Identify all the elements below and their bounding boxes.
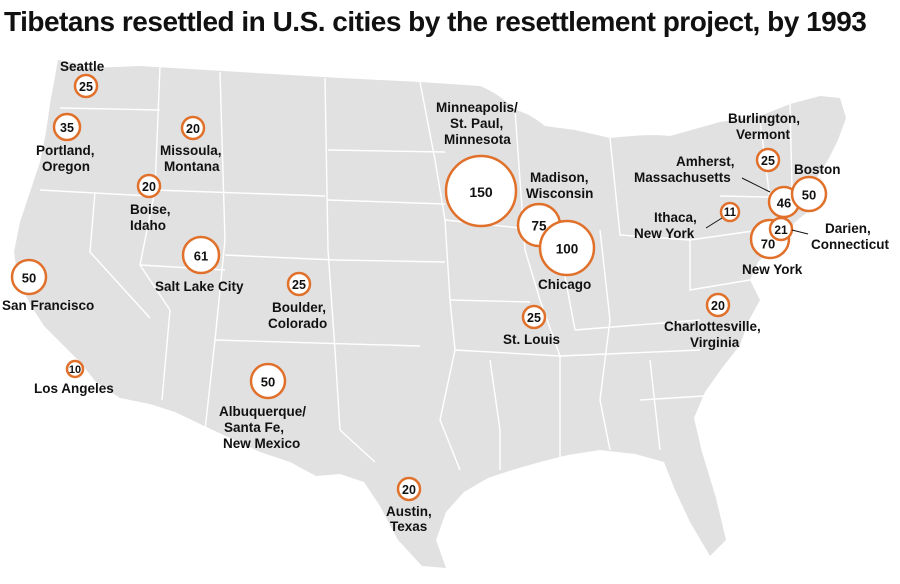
city-austin: 20 Austin, Texas <box>386 476 436 534</box>
leader-ithaca <box>705 217 723 229</box>
city-boston-count: 50 <box>802 188 816 203</box>
city-los-angeles-label: Los Angeles <box>34 381 114 396</box>
leader-darien <box>791 229 809 235</box>
city-madison-label: Madison, Wisconsin <box>526 170 593 201</box>
map-title: Tibetans resettled in U.S. cities by the… <box>4 6 867 37</box>
city-san-francisco-label: San Francisco <box>2 298 94 313</box>
city-darien-label: Darien, Connecticut <box>811 221 890 252</box>
city-boston: 50 Boston <box>790 162 841 213</box>
city-minneapolis-count: 150 <box>469 184 493 200</box>
city-amherst-label: Amherst, Massachusetts <box>634 154 738 185</box>
city-boulder: 25 Boulder, Colorado <box>268 271 330 331</box>
city-st-louis-label: St. Louis <box>503 332 560 347</box>
city-albuquerque: 50 Albuquerque/ Santa Fe, New Mexico <box>219 362 310 451</box>
city-portland-count: 35 <box>60 121 74 135</box>
city-minneapolis-label: Minneapolis/ St. Paul, Minnesota <box>436 100 522 147</box>
city-seattle-count: 25 <box>79 80 93 94</box>
leader-amherst <box>741 177 771 193</box>
city-new-york-count: 70 <box>761 237 775 252</box>
city-albuquerque-label: Albuquerque/ Santa Fe, New Mexico <box>219 404 310 451</box>
city-seattle-label: Seattle <box>60 59 105 74</box>
city-los-angeles: 10 Los Angeles <box>34 359 114 396</box>
city-san-francisco-count: 50 <box>22 271 36 286</box>
city-madison-count: 75 <box>531 219 547 234</box>
city-st-louis-count: 25 <box>527 311 541 325</box>
city-chicago-label: Chicago <box>538 277 591 292</box>
city-st-louis: 25 St. Louis <box>503 304 560 347</box>
city-boise-count: 20 <box>142 180 156 194</box>
city-missoula-count: 20 <box>186 122 200 136</box>
city-darien-count: 21 <box>774 223 788 237</box>
city-austin-label: Austin, Texas <box>386 504 436 534</box>
city-boise-label: Boise, Idaho <box>130 202 174 233</box>
city-charlottesville-label: Charlottesville, Virginia <box>664 319 765 350</box>
city-salt-lake-city-count: 61 <box>194 249 208 264</box>
city-salt-lake-city: 61 Salt Lake City <box>155 235 244 294</box>
city-boulder-label: Boulder, Colorado <box>268 300 330 331</box>
city-missoula-label: Missoula, Montana <box>160 143 225 174</box>
city-seattle: 25 Seattle <box>60 59 105 99</box>
city-charlottesville-count: 20 <box>711 299 725 313</box>
city-burlington-label: Burlington, Vermont <box>728 111 804 142</box>
city-amherst: 46 Amherst, Massachusetts <box>634 154 801 219</box>
city-chicago-count: 100 <box>556 242 579 257</box>
city-los-angeles-count: 10 <box>69 364 81 376</box>
city-boston-label: Boston <box>794 162 841 177</box>
us-landmass <box>14 60 846 568</box>
city-portland: 35 Portland, Oregon <box>36 112 98 174</box>
city-amherst-count: 46 <box>777 196 791 211</box>
city-san-francisco: 50 San Francisco <box>2 258 94 313</box>
city-ithaca-label: Ithaca, New York <box>634 210 701 241</box>
city-ithaca-count: 11 <box>724 207 737 219</box>
city-ithaca: 11 Ithaca, New York <box>634 201 741 241</box>
city-new-york-label: New York <box>742 262 803 277</box>
city-minneapolis: 150 Minneapolis/ St. Paul, Minnesota <box>436 100 522 228</box>
city-charlottesville: 20 Charlottesville, Virginia <box>664 292 765 350</box>
city-albuquerque-count: 50 <box>261 375 275 390</box>
city-missoula: 20 Missoula, Montana <box>160 115 225 174</box>
city-austin-count: 20 <box>402 483 416 497</box>
city-burlington: 25 Burlington, Vermont <box>728 111 804 173</box>
city-boise: 20 Boise, Idaho <box>130 173 174 233</box>
city-salt-lake-city-label: Salt Lake City <box>155 279 244 294</box>
city-chicago: 100 Chicago <box>538 219 596 292</box>
city-portland-label: Portland, Oregon <box>36 143 98 174</box>
city-boulder-count: 25 <box>292 278 306 292</box>
city-darien: 21 Darien, Connecticut <box>768 216 890 252</box>
city-burlington-count: 25 <box>761 154 775 168</box>
